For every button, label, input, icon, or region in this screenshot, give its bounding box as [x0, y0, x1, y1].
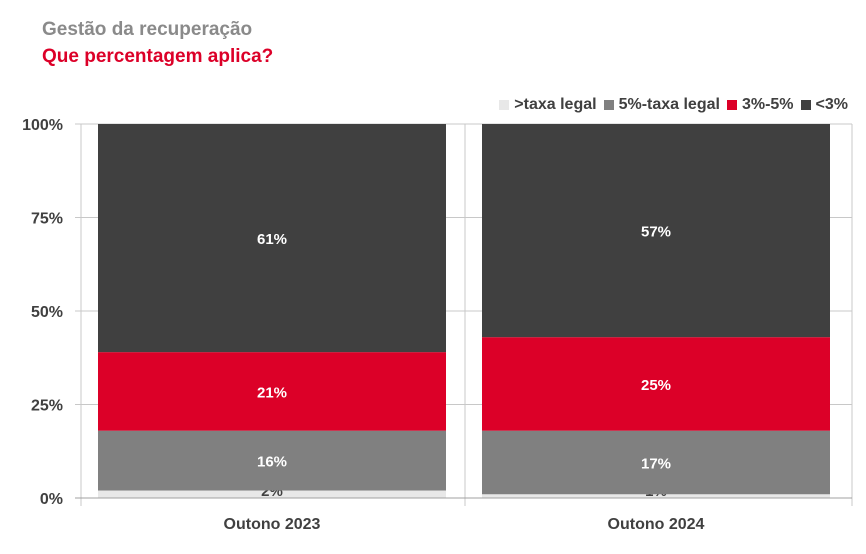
legend-item: 5%-taxa legal [603, 96, 720, 114]
data-label: 57% [641, 224, 671, 241]
y-tick-label: 100% [22, 117, 63, 134]
data-label: 16% [257, 454, 287, 471]
data-label: 21% [257, 384, 287, 401]
y-tick-label: 50% [31, 304, 63, 321]
chart-title: Gestão da recuperação [42, 19, 253, 40]
bar-segment [98, 352, 446, 431]
legend-label: <3% [815, 96, 848, 113]
bar-segment [98, 124, 446, 353]
legend-swatch [726, 100, 737, 110]
legend-swatch [800, 100, 811, 110]
y-tick-label: 25% [31, 398, 63, 415]
legend-item: 3%-5% [726, 96, 794, 114]
data-label: 25% [641, 377, 671, 394]
legend-swatch [499, 100, 510, 110]
data-label: 61% [257, 231, 287, 248]
legend-label: >taxa legal [514, 96, 597, 113]
x-tick-label: Outono 2023 [224, 516, 321, 533]
y-tick-label: 0% [40, 491, 63, 508]
y-tick-label: 75% [31, 211, 63, 228]
legend-swatch [603, 100, 614, 110]
legend-item: >taxa legal [499, 96, 597, 114]
legend-item: <3% [800, 96, 848, 114]
legend-label: 3%-5% [741, 96, 794, 113]
legend: >taxa legal 5%-taxa legal 3%-5% <3% [499, 96, 848, 114]
data-label: 17% [641, 455, 671, 472]
bar-segment [482, 430, 830, 495]
bar-segment [98, 430, 446, 491]
bar-segment [482, 494, 830, 498]
bar-segment [482, 337, 830, 431]
legend-label: 5%-taxa legal [618, 96, 720, 113]
x-tick-label: Outono 2024 [608, 516, 705, 533]
chart-subtitle: Que percentagem aplica? [42, 46, 274, 67]
bar-segment [98, 490, 446, 498]
bar-segment [482, 124, 830, 338]
